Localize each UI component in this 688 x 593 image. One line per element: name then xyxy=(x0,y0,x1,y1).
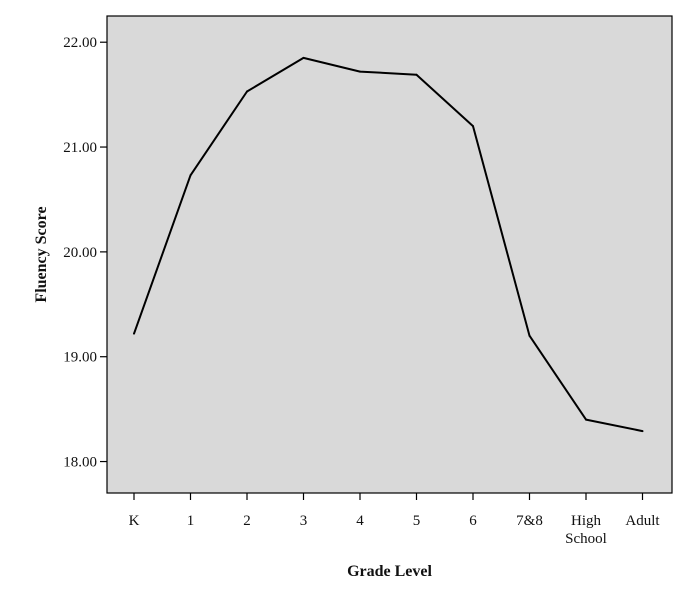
y-tick-label: 20.00 xyxy=(63,245,97,261)
data-point xyxy=(415,73,418,76)
x-tick-label: 5 xyxy=(413,513,421,529)
series-layer xyxy=(133,56,644,433)
x-tick-label: 3 xyxy=(300,513,308,529)
x-axis: K 1 2 3 4 5 6 7&8 High School Adult xyxy=(129,493,660,547)
x-tick-label: 4 xyxy=(356,513,364,529)
y-axis-title: Fluency Score xyxy=(33,206,50,302)
x-tick-label: 7&8 xyxy=(516,513,543,529)
data-point xyxy=(246,90,248,93)
data-point xyxy=(528,334,531,337)
x-tick-label: 6 xyxy=(469,513,477,529)
x-tick-label: School xyxy=(565,531,607,547)
x-tick-label: 2 xyxy=(243,513,251,529)
y-tick-label: 21.00 xyxy=(63,140,97,156)
data-point xyxy=(133,332,135,335)
y-tick-label: 19.00 xyxy=(63,350,97,366)
y-tick-label: 22.00 xyxy=(63,35,97,51)
x-tick-label: K xyxy=(129,513,140,529)
data-point xyxy=(472,125,474,128)
x-tick-label: Adult xyxy=(625,513,660,529)
plot-area xyxy=(106,15,673,494)
data-point xyxy=(585,418,587,421)
series-line xyxy=(133,56,643,433)
x-tick-label: High xyxy=(571,513,602,529)
data-point xyxy=(189,174,192,177)
x-tick-label: 1 xyxy=(187,513,195,529)
x-axis-title: Grade Level xyxy=(347,563,432,580)
data-point xyxy=(641,430,644,433)
y-axis: 18.00 19.00 20.00 21.00 22.00 xyxy=(63,35,107,471)
data-point xyxy=(359,70,361,73)
data-point xyxy=(302,56,305,59)
y-tick-label: 18.00 xyxy=(63,455,97,471)
